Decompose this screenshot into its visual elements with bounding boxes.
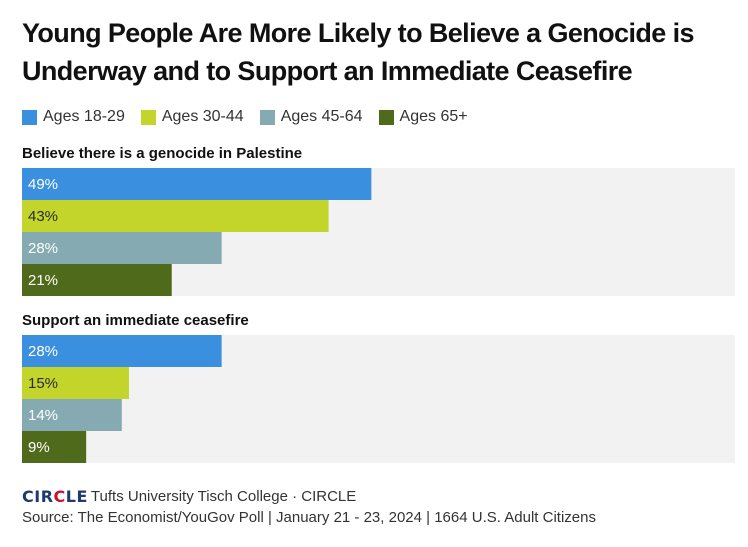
bar-ceasefire-1 xyxy=(22,367,129,399)
chart-title: Young People Are More Likely to Believe … xyxy=(22,18,695,86)
bar-genocide-1 xyxy=(22,200,329,232)
bar-genocide-2 xyxy=(22,232,222,264)
legend-item-18-29: Ages 18-29 xyxy=(22,108,125,126)
panel-title-ceasefire: Support an immediate ceasefire xyxy=(22,312,249,329)
legend-item-65-plus: Ages 65+ xyxy=(378,108,468,126)
legend-item-45-64: Ages 45-64 xyxy=(259,108,363,126)
data-label: 43% xyxy=(28,208,58,225)
circle-logo: CIRCLE xyxy=(22,486,88,506)
legend-label-18-29: Ages 18-29 xyxy=(43,108,125,125)
legend: Ages 18-29 Ages 30-44 Ages 45-64 Ages 65… xyxy=(22,106,484,128)
bar-genocide-0 xyxy=(22,168,372,200)
legend-label-65-plus: Ages 65+ xyxy=(399,108,468,125)
legend-swatch-30-44 xyxy=(140,109,156,125)
data-label: 49% xyxy=(28,176,58,193)
data-label: 15% xyxy=(28,375,58,392)
data-label: 9% xyxy=(28,439,50,456)
legend-label-30-44: Ages 30-44 xyxy=(161,108,244,125)
data-label: 28% xyxy=(28,240,58,257)
bar-ceasefire-0 xyxy=(22,335,222,367)
bar-ceasefire-2 xyxy=(22,399,122,431)
legend-label-45-64: Ages 45-64 xyxy=(280,108,363,125)
panel-title-genocide: Believe there is a genocide in Palestine xyxy=(22,145,303,162)
data-label: 28% xyxy=(28,343,58,360)
bar-ceasefire-3 xyxy=(22,431,87,463)
footer-brand: CIRCLE Tufts University Tisch College · … xyxy=(22,486,356,506)
brand-text: Tufts University Tisch College · CIRCLE xyxy=(90,487,357,505)
legend-item-30-44: Ages 30-44 xyxy=(140,108,244,126)
source-note: Source: The Economist/YouGov Poll | Janu… xyxy=(22,509,596,526)
legend-swatch-65-plus xyxy=(378,109,394,125)
legend-swatch-45-64 xyxy=(259,109,275,125)
data-label: 14% xyxy=(28,407,58,424)
data-label: 21% xyxy=(28,272,58,289)
legend-swatch-18-29 xyxy=(22,109,37,125)
bar-genocide-3 xyxy=(22,264,172,296)
